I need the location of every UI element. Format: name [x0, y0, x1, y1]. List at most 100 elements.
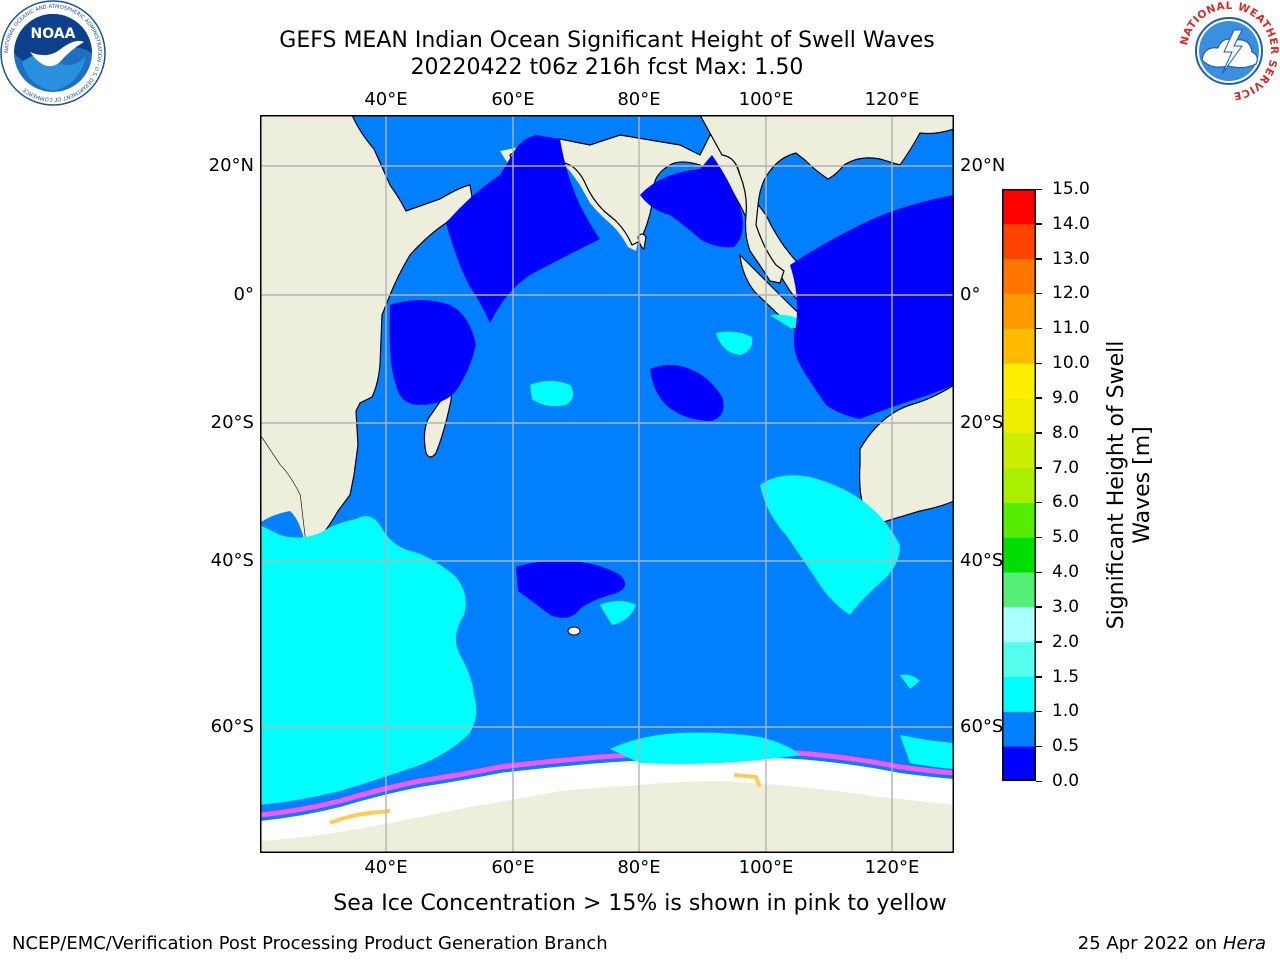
colorbar-tick-mark — [1036, 327, 1042, 330]
swell-blue-indonesia — [790, 195, 954, 419]
colorbar-bin — [1003, 641, 1035, 678]
colorbar-tick-mark — [1036, 710, 1042, 713]
colorbar-bin — [1003, 258, 1035, 294]
swell-cyan-south-central — [610, 732, 800, 764]
colorbar-tick-label: 8.0 — [1052, 422, 1080, 443]
map-panel — [260, 115, 954, 853]
graticule — [260, 115, 954, 853]
colorbar — [1002, 189, 1036, 781]
lat-tick-right: 60°S — [960, 716, 1004, 737]
colorbar-tick-mark — [1036, 606, 1042, 608]
lat-tick-right: 20°N — [960, 155, 1006, 176]
map-frame — [260, 115, 954, 853]
swell-blue-bay-of-bengal — [640, 155, 743, 248]
colorbar-tick-label: 14.0 — [1052, 213, 1090, 234]
colorbar-tick-mark — [1036, 467, 1042, 469]
swell-blue-arabian-sea — [446, 135, 600, 323]
colorbar-tick-mark — [1036, 745, 1042, 748]
land-madagascar — [423, 391, 452, 458]
colorbar-tick-label: 15.0 — [1052, 179, 1090, 199]
colorbar-label-line1: Significant Height of Swell — [1104, 340, 1129, 630]
lat-tick-right: 20°S — [960, 412, 1004, 433]
ice-edge-orange — [733, 773, 762, 788]
colorbar-tick-mark — [1036, 571, 1042, 574]
credit-line: NCEP/EMC/Verification Post Processing Pr… — [12, 933, 608, 954]
colorbar-tick-label: 10.0 — [1052, 353, 1090, 374]
colorbar-tick-mark — [1036, 432, 1042, 434]
colorbar-tick-label: 1.0 — [1052, 701, 1080, 722]
colorbar-tick-mark — [1036, 362, 1042, 365]
colorbar-bin — [1003, 502, 1035, 538]
swell-cyan-patch — [530, 381, 574, 407]
colorbar-tick-label: 7.0 — [1052, 457, 1080, 478]
swell-blue-somali-coast — [389, 300, 476, 405]
chart-title: GEFS MEAN Indian Ocean Significant Heigh… — [279, 28, 935, 53]
lon-tick-bottom: 80°E — [617, 857, 661, 878]
lon-tick-top: 40°E — [364, 89, 408, 110]
colorbar-tick-label: 9.0 — [1052, 387, 1080, 408]
lat-tick-left: 20°S — [210, 412, 254, 433]
colorbar-bin — [1003, 328, 1035, 364]
colorbar-bin — [1003, 467, 1035, 503]
lon-tick-bottom: 40°E — [364, 857, 408, 878]
lon-tick-top: 100°E — [738, 89, 794, 110]
colorbar-tick-mark — [1036, 780, 1042, 782]
colorbar-tick-label: 11.0 — [1052, 318, 1090, 339]
lat-tick-right: 0° — [960, 284, 981, 305]
colorbar-bin — [1003, 397, 1035, 434]
lon-tick-top: 60°E — [491, 89, 535, 110]
lat-tick-right: 40°S — [960, 550, 1004, 571]
colorbar-tick-label: 12.0 — [1052, 283, 1090, 304]
nws-logo: NATIONAL WEATHER SERVICE — [1178, 0, 1279, 102]
noaa-logo: NOAA NATIONAL OCEANIC AND ATMOSPHERIC AD… — [0, 0, 106, 106]
land-south-africa — [260, 435, 310, 581]
colorbar-bin — [1003, 606, 1035, 643]
colorbar-tick-label: 4.0 — [1052, 562, 1080, 583]
land-arabia-africa — [260, 115, 473, 582]
colorbar-tick-mark — [1036, 501, 1042, 504]
colorbar-bin — [1003, 537, 1035, 573]
colorbar-tick-mark — [1036, 188, 1042, 190]
colorbar-tick-mark — [1036, 258, 1042, 260]
swell-blue-central — [650, 365, 724, 421]
lat-tick-left: 40°S — [210, 550, 254, 571]
colorbar-tick-mark — [1036, 223, 1042, 225]
colorbar-tick-label: 2.0 — [1052, 631, 1080, 652]
colorbar-tick-label: 1.5 — [1052, 666, 1080, 687]
swell-cyan-patch — [716, 331, 753, 355]
colorbar-label-line2: Waves [m] — [1130, 426, 1155, 544]
colorbar-bin — [1003, 572, 1035, 608]
colorbar-bin — [1003, 432, 1035, 469]
sea-ice-note: Sea Ice Concentration > 15% is shown in … — [333, 891, 947, 916]
chart-subtitle: 20220422 t06z 216h fcst Max: 1.50 — [410, 55, 804, 80]
svg-text:NOAA: NOAA — [31, 26, 76, 42]
colorbar-bin — [1003, 676, 1035, 712]
machine-name: Hera — [1222, 933, 1266, 954]
lon-tick-top: 120°E — [864, 89, 920, 110]
swell-blue-kerguelen — [516, 560, 626, 618]
swell-cyan-southwest — [260, 516, 477, 805]
colorbar-tick-label: 6.0 — [1052, 492, 1080, 513]
ice-edge-orange — [329, 809, 391, 825]
sea-ice-white — [260, 757, 954, 841]
colorbar-bin — [1003, 293, 1035, 329]
lon-tick-top: 80°E — [617, 89, 661, 110]
island-kerguelen — [567, 626, 581, 636]
lat-tick-left: 60°S — [210, 716, 254, 737]
date-text: 25 Apr 2022 on — [1077, 933, 1223, 954]
land-southeast-asia — [699, 115, 954, 284]
swell-cyan-patch — [600, 601, 636, 625]
swell-cyan-east-edge — [900, 735, 954, 769]
swell-cyan-patch — [900, 674, 920, 689]
colorbar-bin — [1003, 363, 1035, 399]
colorbar-frame — [1002, 189, 1036, 781]
date-stamp: 25 Apr 2022 on Hera — [1078, 933, 1266, 954]
colorbar-tick-mark — [1036, 676, 1042, 678]
colorbar-tick-label: 3.0 — [1052, 596, 1080, 617]
colorbar-tick-label: 0.5 — [1052, 736, 1080, 757]
lon-tick-bottom: 60°E — [491, 857, 535, 878]
ice-edge-pink — [260, 748, 954, 818]
colorbar-tick-label: 0.0 — [1052, 771, 1080, 791]
colorbar-bin — [1003, 746, 1035, 781]
colorbar-tick-mark — [1036, 536, 1042, 539]
